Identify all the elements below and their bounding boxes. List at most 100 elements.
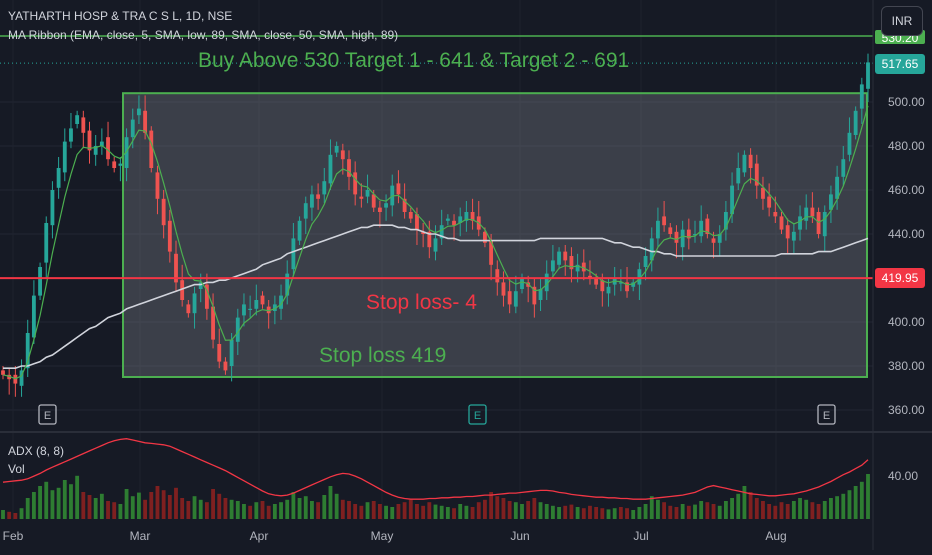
- volume-bar: [427, 502, 432, 519]
- candle: [248, 295, 253, 318]
- volume-bar: [328, 486, 333, 519]
- volume-bar: [340, 499, 345, 519]
- candle: [841, 146, 846, 186]
- volume-bar: [44, 481, 49, 519]
- volume-bar: [723, 501, 728, 519]
- earnings-marker-3[interactable]: E: [817, 404, 836, 425]
- candle: [112, 157, 117, 173]
- candle: [581, 249, 586, 281]
- x-month-label: Apr: [250, 529, 269, 543]
- volume-bar: [470, 507, 475, 519]
- candle: [180, 264, 185, 307]
- candle: [285, 260, 290, 305]
- volume-bar: [606, 509, 611, 519]
- candle: [186, 300, 191, 318]
- candle: [87, 121, 92, 164]
- x-month-label: Mar: [130, 529, 151, 543]
- volume-bar: [334, 493, 339, 519]
- candle: [211, 293, 215, 349]
- candle: [859, 77, 864, 124]
- volume-bar: [272, 504, 277, 519]
- candle: [291, 223, 296, 276]
- volume-bar: [761, 501, 765, 519]
- candle: [50, 181, 55, 239]
- volume-bar: [452, 508, 456, 519]
- candle: [204, 273, 209, 320]
- volume-bar: [310, 501, 314, 519]
- svg-text:517.65: 517.65: [882, 57, 919, 71]
- volume-bar: [124, 489, 129, 519]
- candle: [118, 157, 123, 182]
- volume-bar: [130, 496, 135, 519]
- volume-bar: [50, 490, 55, 519]
- volume-bar: [75, 475, 80, 519]
- candle: [396, 170, 401, 204]
- volume-bar: [526, 501, 531, 519]
- candle: [791, 223, 796, 254]
- stop-loss-green-annotation: Stop loss 419: [319, 344, 446, 367]
- volume-bar: [699, 501, 704, 519]
- y-tick-label: 380.00: [888, 359, 925, 373]
- volume-bar: [600, 508, 605, 519]
- candle: [470, 198, 475, 230]
- candle: [464, 201, 469, 232]
- volume-bar: [7, 511, 12, 519]
- volume-bar: [402, 502, 407, 519]
- candle: [656, 207, 660, 248]
- volume-bar: [483, 499, 487, 519]
- candle: [693, 220, 697, 243]
- candle: [408, 207, 413, 223]
- volume-bar: [859, 481, 864, 519]
- currency-button[interactable]: INR: [881, 6, 923, 36]
- candle: [847, 117, 852, 162]
- candle: [544, 260, 549, 300]
- candle: [266, 300, 271, 329]
- candle: [427, 220, 432, 259]
- candle: [192, 286, 197, 329]
- volume-bar: [93, 498, 98, 519]
- candle: [643, 247, 648, 281]
- candle: [711, 231, 716, 259]
- candle: [532, 278, 537, 318]
- volume-bar: [594, 507, 599, 519]
- candle: [347, 150, 351, 190]
- x-month-label: Aug: [765, 529, 786, 543]
- symbol-title[interactable]: YATHARTH HOSP & TRA C S L, 1D, NSE: [8, 9, 233, 23]
- volume-bar: [693, 504, 697, 519]
- candle: [557, 247, 561, 270]
- volume-bar: [69, 484, 73, 519]
- volume-bar: [841, 493, 846, 519]
- volume-bar: [118, 504, 123, 519]
- earnings-marker-2[interactable]: E: [468, 404, 487, 425]
- volume-bar: [421, 505, 426, 519]
- volume-bar: [31, 492, 36, 519]
- y-tick-label: 460.00: [888, 183, 925, 197]
- volume-bar: [656, 499, 660, 519]
- volume-bar: [810, 502, 815, 519]
- candle: [748, 148, 753, 184]
- volume-bar: [742, 486, 747, 519]
- volume-bar: [816, 504, 821, 519]
- candle: [569, 247, 574, 283]
- volume-bar: [730, 498, 734, 519]
- candle: [279, 284, 283, 320]
- volume-bar: [137, 492, 141, 519]
- y-tick-label: 360.00: [888, 403, 925, 417]
- candle: [155, 165, 160, 215]
- candle: [303, 196, 308, 234]
- volume-bar: [291, 492, 296, 519]
- volume-bar: [686, 505, 691, 519]
- candle: [167, 209, 172, 263]
- earnings-marker-1[interactable]: E: [38, 404, 57, 425]
- indicator-legend[interactable]: MA Ribbon (EMA, close, 5, SMA, low, 89, …: [8, 28, 399, 42]
- volume-bar: [377, 504, 382, 519]
- volume-bar: [297, 498, 302, 519]
- volume-bar: [396, 504, 401, 519]
- svg-text:E: E: [474, 410, 481, 422]
- volume-bar: [38, 486, 42, 519]
- volume-bar: [625, 508, 629, 519]
- candle: [563, 245, 568, 276]
- volume-bar: [99, 493, 104, 519]
- volume-bar: [804, 499, 809, 519]
